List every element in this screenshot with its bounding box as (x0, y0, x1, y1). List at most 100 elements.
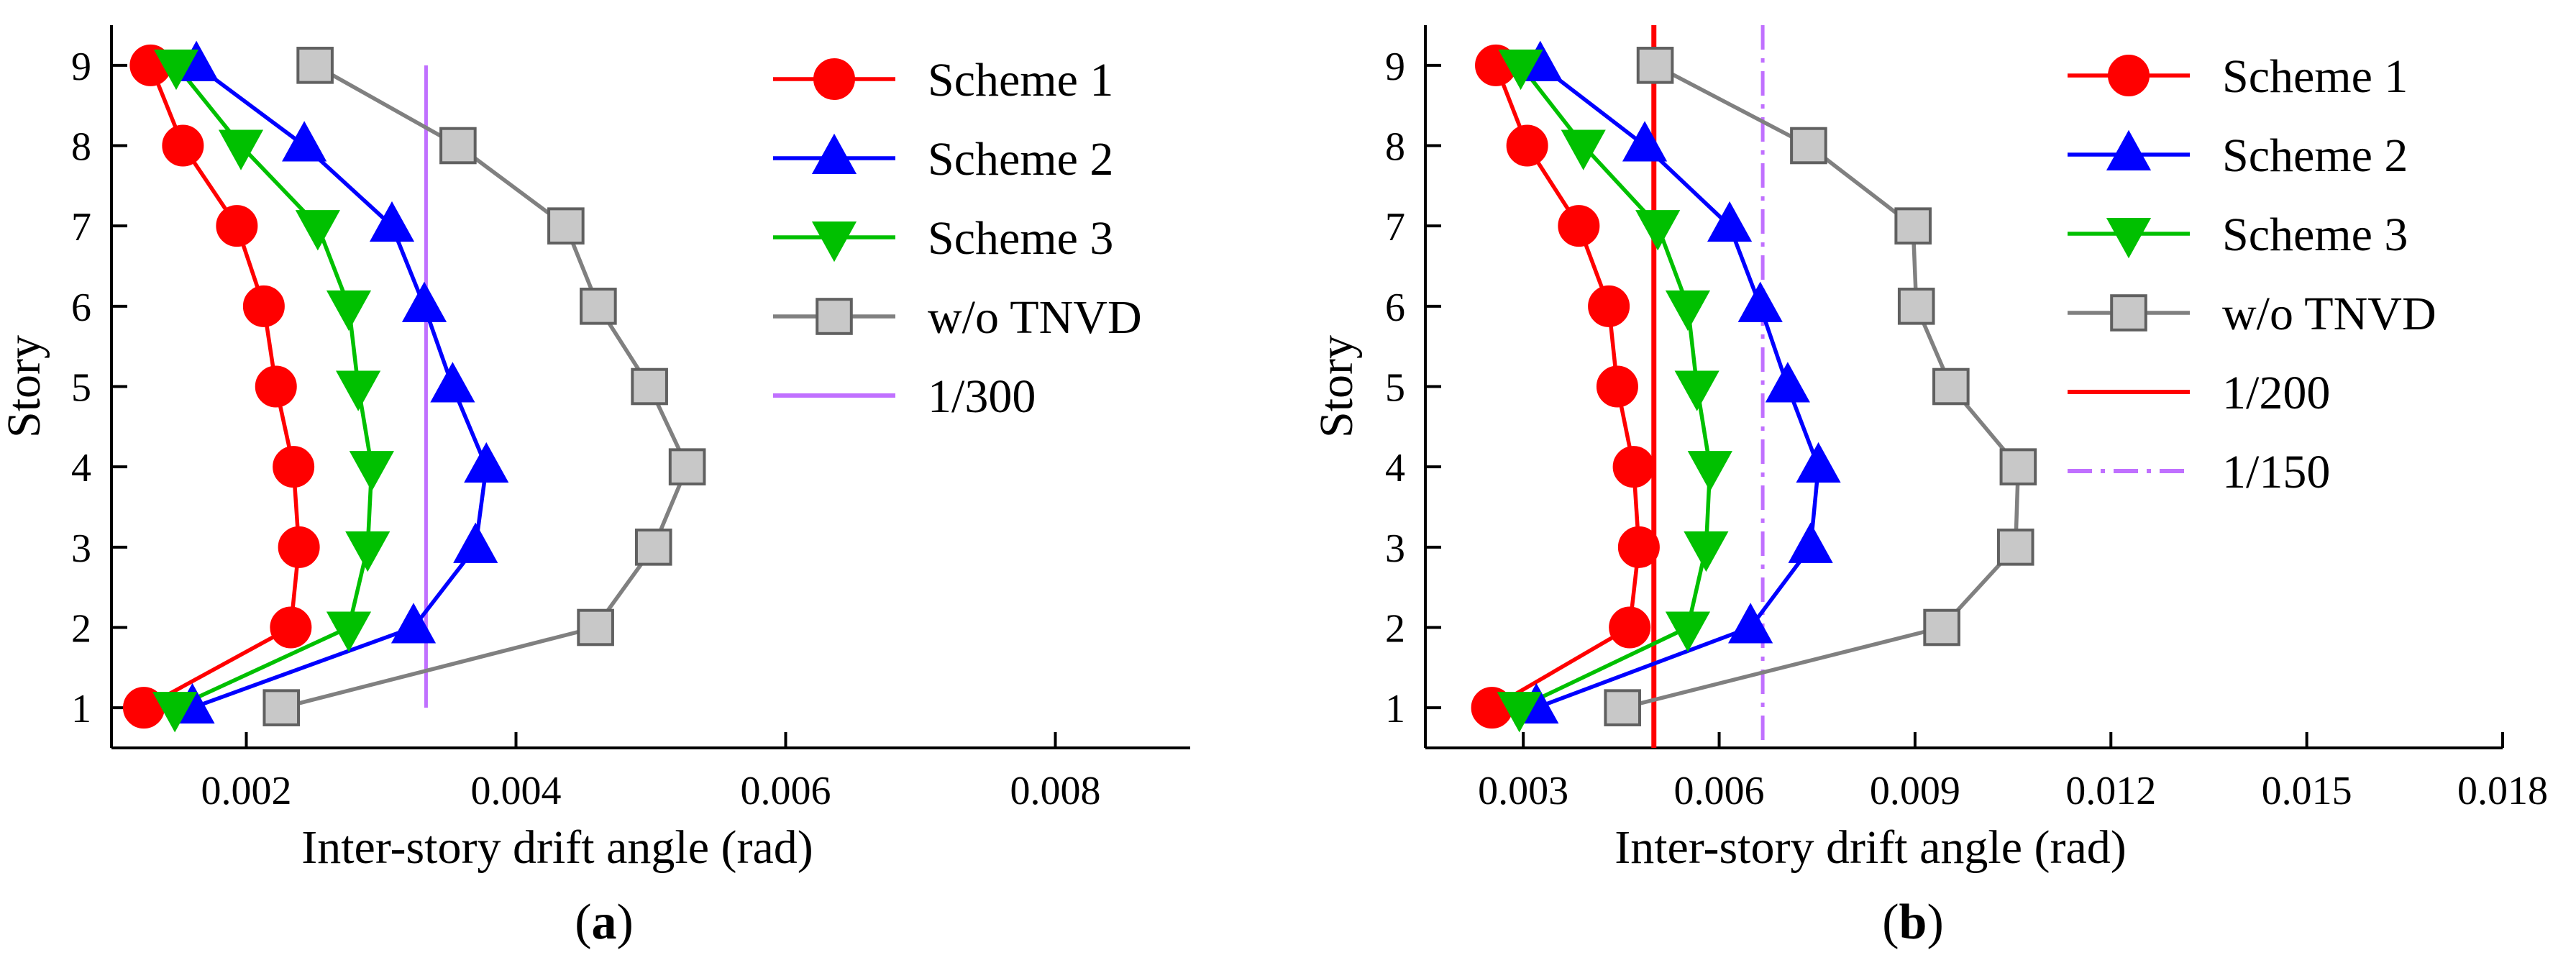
y-tick-label: 1 (71, 687, 91, 731)
data-point-w-o-tnvd (1923, 608, 1960, 647)
panel-label-letter: a (592, 895, 617, 950)
data-point-scheme-1 (278, 526, 320, 568)
data-point-w-o-tnvd (439, 127, 477, 165)
y-tick-label: 6 (1385, 285, 1405, 330)
legend-label: Scheme 3 (928, 212, 1113, 265)
data-point-scheme-3 (218, 129, 264, 170)
legend-label: Scheme 1 (928, 54, 1113, 106)
data-point-scheme-3 (1687, 451, 1732, 492)
y-tick-label: 3 (71, 526, 91, 571)
x-tick-label: 0.006 (1674, 769, 1765, 813)
panel-label-open: ( (575, 895, 591, 950)
y-tick-label: 5 (1385, 366, 1405, 411)
y-tick-label: 5 (71, 366, 91, 411)
data-point-scheme-3 (1684, 531, 1729, 572)
data-point-scheme-3 (1498, 49, 1543, 91)
data-point-scheme-3 (326, 290, 372, 332)
y-tick-label: 4 (71, 446, 91, 490)
y-tick-label: 8 (71, 125, 91, 170)
data-point-w-o-tnvd (1894, 207, 1932, 245)
legend-label: Scheme 1 (2222, 50, 2408, 103)
data-point-scheme-2 (1622, 121, 1668, 162)
panel-label-letter: b (1899, 895, 1927, 950)
data-point-scheme-2 (1788, 522, 1833, 563)
y-tick-label: 2 (71, 607, 91, 652)
x-axis-title: Inter-story drift angle (rad) (1614, 821, 2127, 874)
data-point-scheme-3 (349, 451, 394, 492)
legend-marker-scheme-2 (811, 133, 857, 174)
data-point-scheme-1 (273, 446, 315, 488)
legend-label: Scheme 2 (928, 133, 1113, 186)
data-point-scheme-2 (1728, 603, 1773, 644)
legend-label: 1/200 (2222, 367, 2330, 419)
data-point-w-o-tnvd (1604, 689, 1641, 726)
x-tick-label: 0.002 (201, 769, 292, 813)
data-point-scheme-2 (1707, 201, 1753, 242)
x-tick-label: 0.012 (2065, 769, 2156, 813)
legend-marker-scheme-3 (2106, 218, 2152, 259)
data-point-w-o-tnvd (580, 288, 617, 325)
chart-panel-b: 0.003 0.006 0.009 0.012 0.015 0.018 1 2 3 4 5 6 7 8 9 I… (1310, 25, 2548, 950)
data-point-scheme-3 (345, 531, 390, 572)
series-line-w-o-tnvd (280, 63, 690, 710)
data-point-scheme-1 (1596, 365, 1638, 408)
y-tick-label: 9 (1385, 45, 1405, 89)
panel-label-open: ( (1882, 895, 1899, 950)
legend: Scheme 1 Scheme 2 Scheme 3 w/o TNVD 1/300 (773, 54, 1142, 423)
data-point-w-o-tnvd (631, 367, 668, 406)
data-point-scheme-2 (282, 121, 327, 162)
data-point-scheme-3 (153, 49, 199, 91)
data-point-scheme-2 (390, 603, 437, 644)
legend-marker-scheme-1 (813, 58, 855, 100)
data-point-w-o-tnvd (1999, 448, 2037, 485)
data-point-scheme-3 (1665, 290, 1711, 332)
data-point-scheme-3 (326, 611, 372, 652)
data-point-scheme-3 (1635, 210, 1681, 251)
x-tick-label: 0.018 (2457, 769, 2548, 813)
data-point-scheme-2 (1796, 442, 1841, 483)
panel-label-close: ) (617, 895, 634, 950)
data-point-w-o-tnvd (1790, 127, 1827, 165)
legend-label: w/o TNVD (928, 291, 1142, 344)
data-point-scheme-2 (430, 362, 475, 403)
legend-marker-scheme-3 (811, 221, 857, 262)
data-point-scheme-1 (1588, 285, 1630, 327)
data-point-w-o-tnvd (262, 689, 301, 726)
x-tick-label: 0.004 (471, 769, 562, 813)
y-axis-title: Story (0, 335, 50, 438)
y-tick-label: 4 (1385, 446, 1405, 490)
data-point-w-o-tnvd (547, 207, 585, 245)
data-point-scheme-1 (162, 124, 204, 167)
chart-panel-a: 0.002 0.004 0.006 0.008 1 2 3 4 5 6 7 8 9 Inter-story… (0, 25, 1190, 950)
panel-label-close: ) (1927, 895, 1943, 950)
panel-label: (b) (1882, 895, 1944, 950)
legend: Scheme 1 Scheme 2 Scheme 3 w/o TNVD 1/200 1/1… (2068, 50, 2436, 498)
data-point-scheme-1 (1609, 606, 1651, 649)
y-tick-label: 8 (1385, 125, 1405, 170)
y-axis-title: Story (1310, 335, 1363, 438)
y-tick-label: 7 (71, 205, 91, 250)
data-point-w-o-tnvd (1897, 288, 1935, 325)
data-point-scheme-2 (369, 201, 415, 242)
data-point-w-o-tnvd (1636, 47, 1674, 84)
data-point-scheme-2 (464, 442, 509, 483)
x-tick-label: 0.015 (2262, 769, 2352, 813)
data-point-scheme-2 (1737, 281, 1783, 322)
data-point-scheme-1 (1612, 446, 1655, 488)
data-point-scheme-1 (270, 606, 312, 649)
data-point-w-o-tnvd (1932, 367, 1970, 406)
data-point-w-o-tnvd (1996, 529, 2034, 566)
data-point-scheme-1 (1506, 124, 1548, 167)
y-tick-label: 6 (71, 285, 91, 330)
data-point-scheme-3 (1674, 370, 1719, 411)
data-point-scheme-2 (1765, 362, 1810, 403)
data-point-w-o-tnvd (634, 529, 672, 566)
data-point-w-o-tnvd (577, 608, 614, 647)
data-point-scheme-3 (1561, 129, 1606, 170)
legend-label: Scheme 3 (2222, 209, 2408, 261)
data-point-scheme-2 (453, 522, 498, 563)
legend-label: Scheme 2 (2222, 129, 2408, 182)
y-tick-label: 2 (1385, 607, 1405, 652)
data-point-scheme-1 (1617, 526, 1660, 568)
